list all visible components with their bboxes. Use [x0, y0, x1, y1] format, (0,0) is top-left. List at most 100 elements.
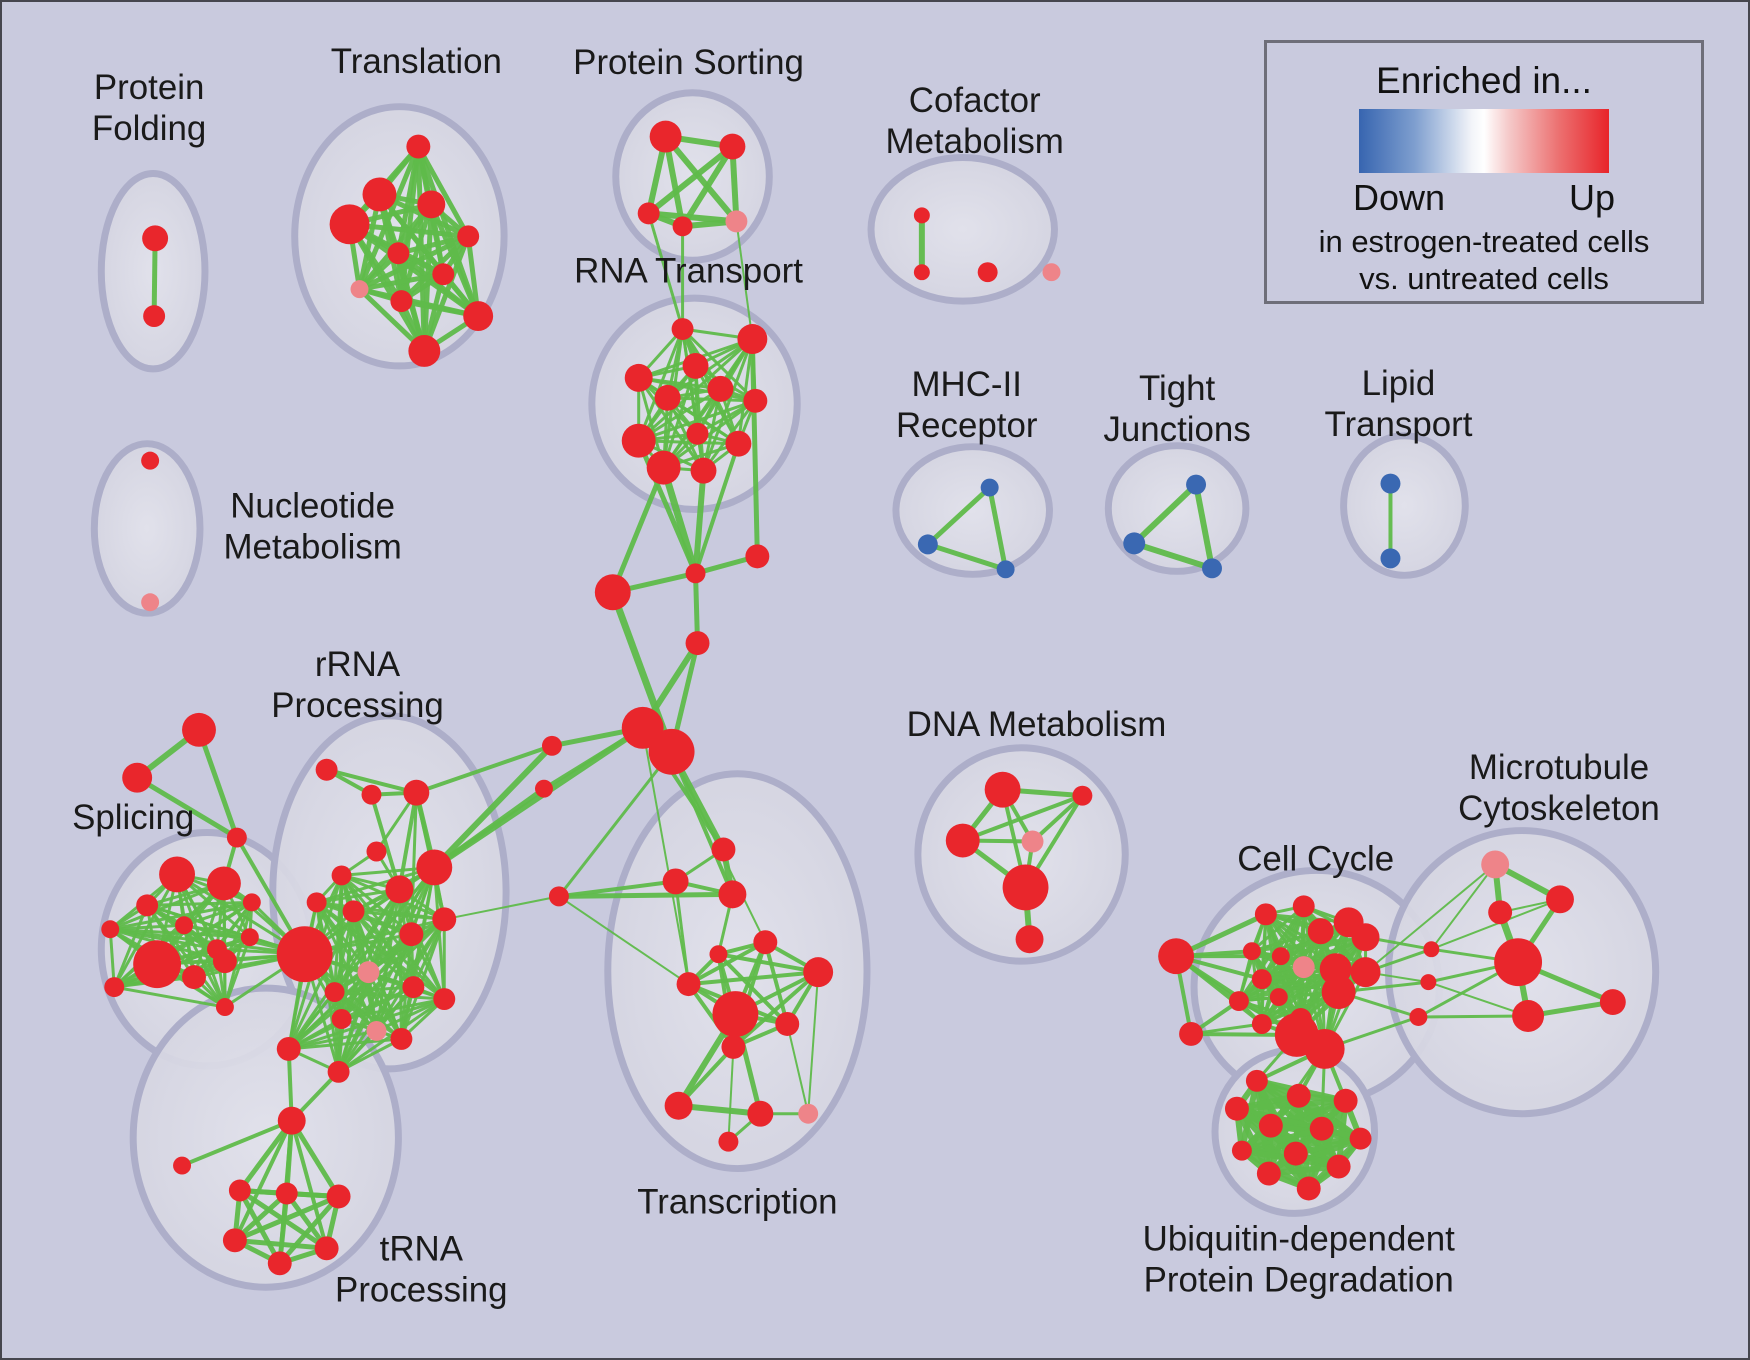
- network-edge: [1031, 794, 1084, 843]
- network-node-tj1: [1186, 474, 1207, 495]
- cluster-label-lipid-transport: Lipid: [1362, 364, 1436, 403]
- network-node-tc7: [676, 972, 701, 997]
- network-node-mc1: [685, 563, 706, 584]
- network-node-tr10: [463, 301, 494, 332]
- network-node-tc11: [664, 1091, 693, 1120]
- legend-caption-line1: in estrogen-treated cells: [1318, 224, 1650, 259]
- network-node-tr11: [408, 335, 441, 367]
- network-edge: [669, 751, 735, 896]
- network-edge: [732, 970, 820, 1049]
- network-edge: [641, 727, 690, 985]
- network-edge: [333, 990, 403, 1041]
- network-node-cc10: [1251, 969, 1272, 990]
- legend-box: Enriched in... Down Up in estrogen-treat…: [1264, 40, 1704, 304]
- cluster-label-cofactor-metabolism: Cofactor: [909, 81, 1041, 120]
- network-edge: [638, 376, 756, 403]
- network-node-tr7: [432, 263, 455, 286]
- network-edge: [223, 936, 252, 1008]
- cluster-label-mhc-ii-receptor: Receptor: [896, 406, 1038, 445]
- network-node-cn2: [1420, 974, 1437, 991]
- nodes-layer: [101, 120, 1626, 1276]
- cluster-label-microtubule-cytoskeleton: Cytoskeleton: [1458, 789, 1660, 828]
- network-node-ub10: [1256, 1161, 1281, 1186]
- network-node-cc12: [1321, 975, 1356, 1010]
- network-edge: [688, 970, 819, 987]
- cluster-label-rna-transport: RNA Transport: [574, 251, 803, 290]
- network-node-tc5: [753, 930, 778, 955]
- network-node-ub5: [1258, 1113, 1283, 1138]
- network-edge: [749, 338, 760, 557]
- network-edge: [735, 221, 754, 340]
- network-edge: [237, 1119, 294, 1192]
- network-edge: [341, 997, 445, 1021]
- network-node-cc15: [1251, 1014, 1272, 1034]
- network-node-tn4: [222, 1228, 247, 1253]
- legend-gradient-bar: [1359, 109, 1609, 173]
- network-node-ub8: [1231, 1140, 1252, 1161]
- network-edge: [399, 918, 446, 1040]
- cluster-label-tight-junctions: Tight: [1139, 369, 1216, 408]
- network-node-cc14: [1228, 991, 1249, 1012]
- network-edge: [233, 1194, 340, 1243]
- cluster-label-rrna-processing: rRNA: [315, 645, 401, 684]
- cluster-trna-processing: [129, 984, 402, 1291]
- network-edge: [727, 1046, 735, 1142]
- network-node-lp1: [1380, 473, 1401, 494]
- network-edge: [1364, 863, 1496, 973]
- network-node-tc4: [709, 945, 728, 964]
- network-node-sp9: [133, 940, 182, 989]
- legend-down-label: Down: [1353, 177, 1446, 218]
- network-node-mt5: [1512, 1000, 1545, 1032]
- network-edge: [316, 900, 412, 936]
- network-node-tr2: [362, 177, 397, 212]
- network-node-mh1: [980, 478, 999, 497]
- network-node-cf1: [913, 207, 930, 224]
- network-node-tr6: [387, 242, 410, 265]
- network-edge: [432, 743, 555, 870]
- network-edge: [674, 881, 691, 985]
- cluster-label-rrna-processing: Processing: [271, 686, 444, 725]
- network-edge: [181, 1118, 293, 1168]
- network-edge: [1430, 863, 1496, 950]
- network-node-tr5: [457, 225, 480, 248]
- network-node-tc3: [718, 880, 747, 909]
- network-edge: [409, 792, 418, 935]
- legend-up-label: Up: [1568, 177, 1615, 218]
- network-node-rt9: [621, 423, 656, 458]
- network-edge: [702, 388, 722, 471]
- network-edge: [610, 466, 666, 594]
- network-node-ub4: [1224, 1096, 1249, 1121]
- network-edge: [1267, 1135, 1362, 1177]
- network-node-mt4: [1494, 938, 1543, 987]
- network-node-rt8: [686, 422, 709, 445]
- cluster-label-protein-folding: Folding: [92, 109, 206, 148]
- network-edge: [337, 1037, 403, 1074]
- network-edge: [637, 328, 684, 442]
- network-node-ps2: [719, 133, 746, 160]
- network-node-mc7: [541, 735, 562, 756]
- network-edge: [1280, 935, 1366, 958]
- network-node-sp7: [240, 928, 259, 947]
- network-node-sp11: [182, 965, 206, 990]
- network-node-ps5: [725, 210, 748, 233]
- network-edge: [334, 985, 414, 994]
- network-edge: [288, 1029, 377, 1051]
- network-node-pf1: [142, 225, 169, 252]
- cluster-label-lipid-transport: Transport: [1324, 405, 1472, 444]
- network-node-ub7: [1349, 1127, 1372, 1150]
- legend-title: Enriched in...: [1376, 60, 1592, 101]
- network-node-sp13: [215, 998, 234, 1017]
- network-node-mc8: [535, 779, 553, 798]
- cluster-label-microtubule-cytoskeleton: Microtubule: [1469, 748, 1649, 787]
- network-node-cc5: [1351, 923, 1380, 952]
- network-edge: [109, 900, 253, 931]
- network-node-rt6: [707, 375, 734, 402]
- network-node-tn6: [267, 1251, 292, 1276]
- network-edge: [660, 466, 699, 575]
- network-node-ub9: [1283, 1141, 1308, 1166]
- network-edge: [647, 212, 685, 330]
- network-node-mt1: [1481, 850, 1510, 879]
- network-node-rr23: [173, 1156, 192, 1175]
- network-node-dm2: [1072, 785, 1093, 806]
